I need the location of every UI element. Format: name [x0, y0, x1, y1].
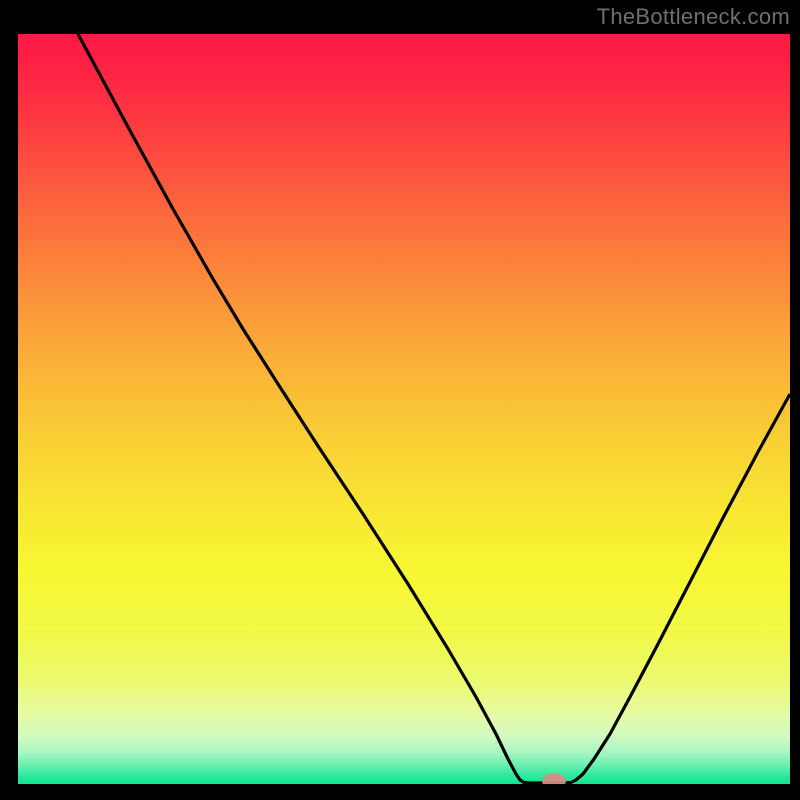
gradient-background: [18, 34, 790, 784]
bottleneck-curve: [18, 34, 790, 784]
plot-area: [18, 34, 790, 784]
watermark-text: TheBottleneck.com: [597, 4, 790, 30]
curve-path: [78, 34, 790, 783]
optimal-marker: [542, 773, 566, 784]
chart-frame: TheBottleneck.com: [0, 0, 800, 800]
